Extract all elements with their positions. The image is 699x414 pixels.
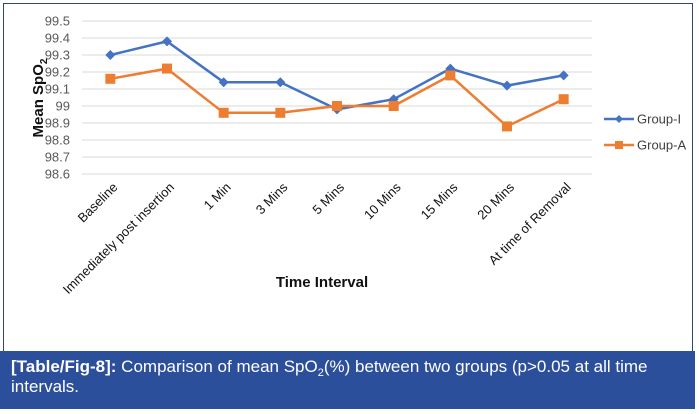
x-tick-label: 5 Mins (309, 179, 347, 217)
y-tick-label: 98.7 (45, 150, 70, 165)
data-point-square (445, 70, 456, 81)
data-point-diamond (218, 77, 229, 88)
legend-label: Group-A (637, 138, 686, 153)
caption-text-rest: (%) between two groups (p>0.05 at all ti… (11, 357, 648, 396)
series-line (110, 67, 565, 128)
legend-label: Group-I (637, 112, 681, 127)
y-tick-label: 98.6 (45, 167, 70, 182)
y-axis-label: Mean SpO2 (30, 58, 50, 137)
data-point-square (275, 107, 286, 118)
y-tick-label: 98.8 (45, 133, 70, 148)
x-tick-label: Immediately post insertion (60, 180, 177, 297)
y-tick-label: 98.9 (45, 116, 70, 131)
y-tick-labels: 99.5 99.4 99.3 99.2 99.1 99 98.9 98.8 98.7 98.6 (45, 14, 70, 182)
x-tick-label: 20 Mins (474, 179, 517, 222)
data-point-diamond (275, 77, 286, 88)
data-point-square (558, 94, 569, 105)
legend: Group-I Group-A (604, 112, 686, 153)
data-point-square (502, 121, 512, 132)
x-tick-label: 3 Mins (253, 179, 291, 217)
y-tick-label: 99.4 (45, 31, 70, 46)
x-axis-label: Time Interval (276, 274, 368, 291)
caption-label: [Table/Fig-8]: (11, 357, 117, 376)
series-lines (105, 36, 569, 132)
y-tick-label: 99.3 (45, 48, 70, 63)
legend-marker-diamond (615, 115, 623, 123)
data-point-diamond (162, 36, 172, 47)
legend-marker-square (615, 141, 623, 149)
data-point-diamond (105, 50, 116, 60)
x-tick-label: 1 Min (201, 180, 234, 213)
series-group-a (105, 63, 569, 132)
y-tick-label: 99 (56, 99, 70, 114)
data-point-square (218, 107, 229, 118)
caption-subscript: 2 (317, 367, 324, 379)
x-tick-label: 15 Mins (418, 179, 461, 222)
line-chart: 99.5 99.4 99.3 99.2 99.1 99 98.9 98.8 98.7 98.6 B… (30, 14, 686, 297)
data-point-square (105, 73, 116, 84)
x-tick-label: 10 Mins (361, 179, 404, 222)
y-tick-label: 99.1 (45, 82, 70, 97)
chart-frame (3, 3, 693, 351)
data-point-square (388, 101, 399, 111)
caption-text: Comparison of mean SpO (116, 357, 318, 376)
figure-caption: [Table/Fig-8]: Comparison of mean SpO2(%… (0, 351, 695, 409)
y-tick-label: 99.2 (45, 65, 70, 80)
data-point-diamond (502, 80, 512, 91)
legend-item: Group-A (604, 138, 686, 153)
y-tick-label: 99.5 (45, 14, 70, 29)
legend-item: Group-I (604, 112, 681, 127)
data-point-square (162, 63, 172, 74)
x-tick-label: Baseline (75, 180, 121, 226)
data-point-square (332, 101, 342, 111)
series-line (110, 40, 564, 111)
data-point-diamond (558, 70, 569, 81)
